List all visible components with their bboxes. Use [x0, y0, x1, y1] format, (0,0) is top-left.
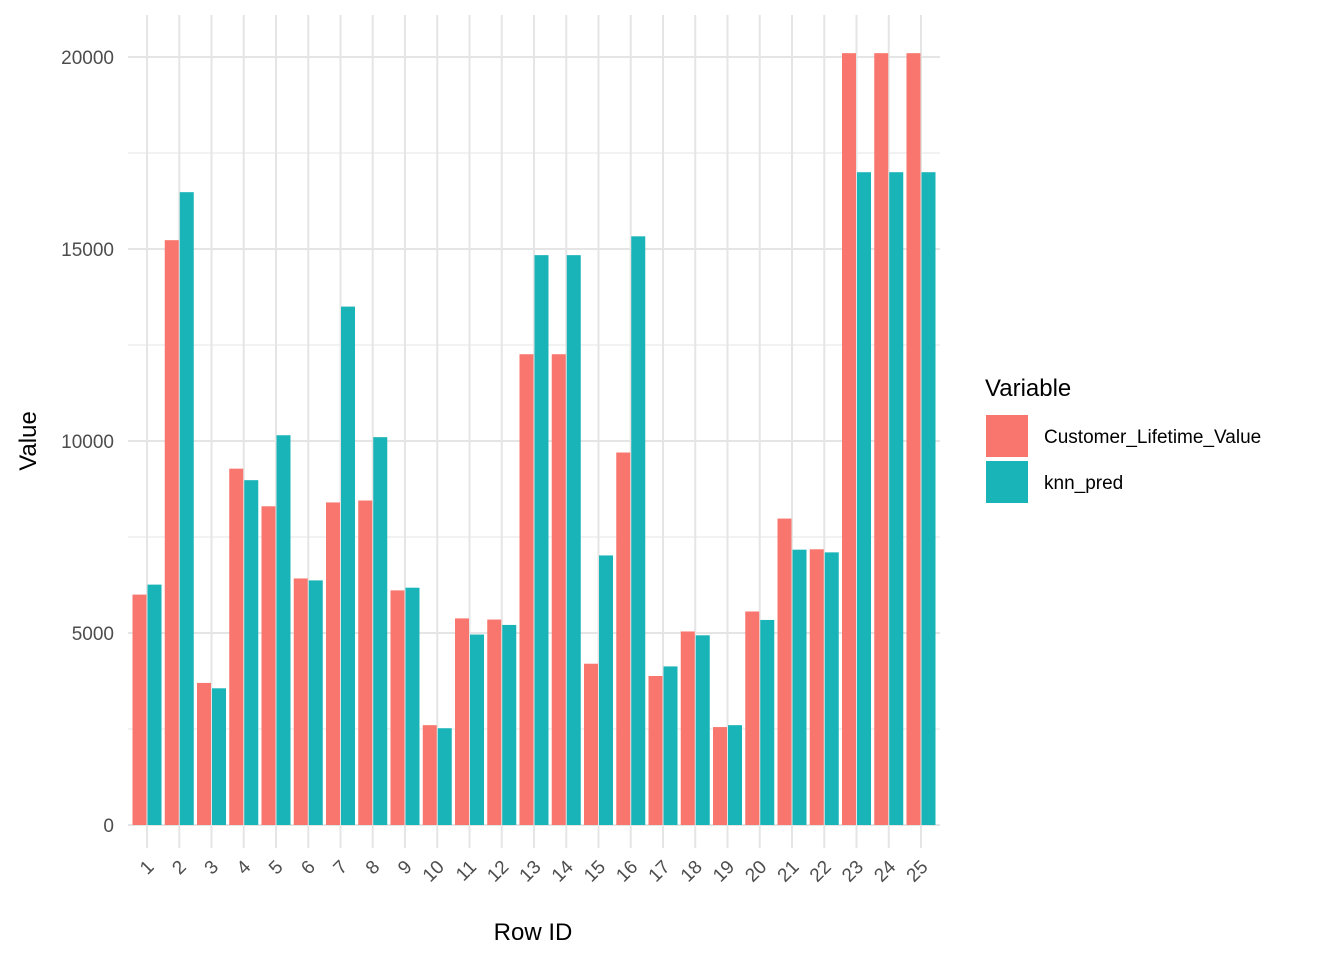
bar-Customer_Lifetime_Value-2	[164, 240, 179, 826]
x-tick-label: 14	[548, 856, 578, 886]
y-tick-label: 5000	[72, 624, 114, 645]
bar-Customer_Lifetime_Value-23	[842, 53, 856, 826]
bar-knn_pred-19	[728, 725, 742, 825]
bar-Customer_Lifetime_Value-15	[584, 663, 598, 825]
bar-knn_pred-17	[663, 666, 678, 825]
bar-knn_pred-6	[308, 580, 323, 825]
x-tick-label: 7	[330, 857, 352, 879]
bar-Customer_Lifetime_Value-6	[293, 578, 308, 825]
x-tick-label: 18	[677, 857, 707, 887]
x-tick-label: 24	[870, 856, 900, 886]
x-tick-label: 21	[774, 857, 804, 887]
bar-Customer_Lifetime_Value-8	[358, 500, 373, 825]
bar-knn_pred-10	[437, 728, 452, 825]
bar-knn_pred-21	[792, 549, 807, 825]
x-tick-label: 11	[452, 857, 481, 886]
x-tick-label: 22	[806, 857, 836, 887]
x-axis-title: Row ID	[494, 919, 573, 946]
x-tick-label: 16	[612, 857, 642, 887]
legend-label: Customer_Lifetime_Value	[1044, 427, 1261, 448]
x-tick-label: 4	[233, 856, 256, 879]
y-axis-ticks: 0 5000 10000 15000 20000	[61, 48, 114, 837]
bar-Customer_Lifetime_Value-7	[326, 502, 340, 825]
bar-knn_pred-4	[244, 480, 259, 825]
bar-knn_pred-18	[695, 635, 710, 825]
x-tick-label: 20	[741, 857, 771, 887]
legend-key-Customer_Lifetime_Value	[986, 415, 1028, 457]
bar-knn_pred-22	[824, 552, 839, 825]
bar-Customer_Lifetime_Value-1	[132, 594, 147, 825]
bar-Customer_Lifetime_Value-16	[616, 452, 631, 825]
bar-knn_pred-16	[631, 236, 646, 825]
bar-knn_pred-1	[147, 584, 162, 825]
x-tick-label: 12	[483, 857, 513, 887]
y-tick-label: 10000	[61, 432, 114, 453]
legend-key-knn_pred	[986, 461, 1028, 503]
x-tick-label: 5	[265, 857, 287, 879]
bar-knn_pred-23	[857, 172, 871, 825]
bar-knn_pred-13	[534, 255, 549, 826]
bar-Customer_Lifetime_Value-19	[713, 727, 727, 825]
bar-Customer_Lifetime_Value-21	[777, 518, 792, 825]
x-tick-label: 3	[201, 857, 223, 879]
bar-knn_pred-3	[212, 688, 226, 825]
bar-Customer_Lifetime_Value-20	[745, 611, 760, 825]
y-tick-label: 0	[103, 816, 114, 837]
bar-Customer_Lifetime_Value-3	[197, 682, 211, 825]
bar-knn_pred-7	[341, 306, 355, 826]
bar-knn_pred-15	[599, 555, 613, 825]
bar-knn_pred-2	[179, 192, 194, 826]
bar-Customer_Lifetime_Value-24	[874, 53, 889, 826]
y-tick-label: 20000	[61, 48, 114, 69]
bar-knn_pred-14	[566, 255, 581, 826]
bar-knn_pred-20	[760, 619, 775, 825]
bar-Customer_Lifetime_Value-13	[519, 354, 534, 825]
bar-Customer_Lifetime_Value-5	[261, 506, 276, 825]
bar-knn_pred-12	[502, 624, 517, 825]
bar-Customer_Lifetime_Value-4	[229, 468, 244, 825]
x-tick-label: 19	[709, 857, 739, 887]
y-axis-title: Value	[15, 411, 42, 471]
bar-knn_pred-5	[276, 435, 291, 825]
bars	[132, 53, 936, 826]
bar-Customer_Lifetime_Value-17	[648, 676, 663, 825]
bar-Customer_Lifetime_Value-11	[455, 618, 469, 825]
x-axis-ticks: 1 2 3 4 5 6 7 8 9 10 11 12 13 14 15 16 17 18 19 20 21 22 23 24 2…	[136, 856, 932, 886]
bar-Customer_Lifetime_Value-25	[906, 53, 921, 826]
legend-label: knn_pred	[1044, 473, 1123, 494]
bar-Customer_Lifetime_Value-12	[487, 619, 502, 825]
legend-title: Variable	[985, 375, 1071, 402]
x-tick-label: 9	[394, 857, 416, 879]
legend: Variable Customer_Lifetime_Value knn_pred	[985, 375, 1261, 503]
x-tick-label: 25	[903, 857, 933, 887]
x-tick-label: 17	[645, 857, 675, 887]
y-tick-label: 15000	[61, 240, 114, 261]
x-tick-label: 6	[297, 857, 319, 879]
bar-Customer_Lifetime_Value-9	[390, 590, 405, 825]
x-tick-label: 13	[516, 857, 546, 887]
bar-knn_pred-24	[889, 172, 904, 825]
bar-Customer_Lifetime_Value-14	[551, 354, 566, 825]
bar-Customer_Lifetime_Value-10	[422, 725, 437, 825]
x-tick-label: 1	[136, 857, 158, 879]
x-tick-label: 15	[580, 857, 610, 887]
x-tick-label: 10	[419, 857, 449, 887]
bar-knn_pred-11	[470, 634, 484, 825]
x-tick-label: 23	[838, 857, 868, 887]
bar-knn_pred-25	[921, 172, 936, 825]
bar-knn_pred-8	[373, 437, 388, 825]
bar-Customer_Lifetime_Value-22	[809, 549, 824, 825]
bar-Customer_Lifetime_Value-18	[680, 631, 695, 825]
x-tick-label: 2	[168, 857, 190, 879]
bar-knn_pred-9	[405, 587, 420, 825]
x-tick-label: 8	[362, 857, 384, 879]
